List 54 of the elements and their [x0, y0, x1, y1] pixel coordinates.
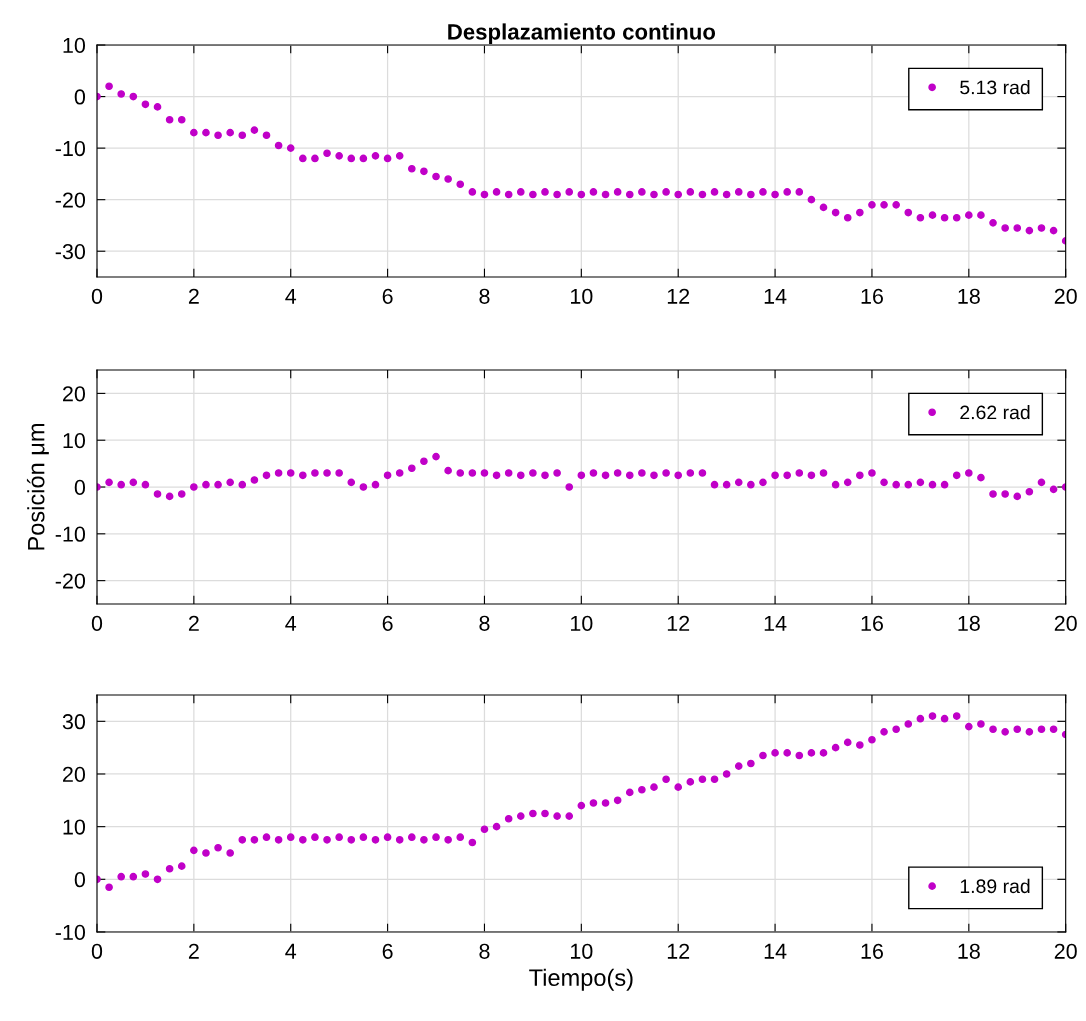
- x-tick-label: 20: [1054, 943, 1077, 959]
- x-tick-label: 0: [91, 615, 103, 631]
- x-tick-label: 10: [571, 288, 593, 304]
- y-tick-label: -10: [55, 140, 86, 157]
- x-tick-label: 20: [1054, 615, 1077, 631]
- y-tick-label: 10: [63, 819, 86, 835]
- x-tick-label: 8: [479, 615, 490, 631]
- y-tick-label: -10: [55, 924, 86, 940]
- y-tick-label: 10: [63, 432, 86, 449]
- x-tick-label: 8: [479, 943, 490, 959]
- y-tick-label: 0: [74, 89, 86, 105]
- x-tick-label: 6: [382, 288, 393, 304]
- y-tick-label: 20: [63, 766, 86, 782]
- y-tick-label: 10: [63, 37, 86, 54]
- x-tick-label: 18: [958, 288, 980, 304]
- y-axis-title: Posición μm: [26, 424, 49, 550]
- x-tick-label: 12: [667, 943, 690, 959]
- chart-title: Desplazamiento continuo: [448, 23, 716, 45]
- x-tick-label: 16: [861, 615, 883, 631]
- legend-label: 2.62 rad: [960, 405, 1030, 420]
- y-tick-label: -10: [55, 526, 86, 542]
- y-tick-label: -20: [55, 573, 86, 589]
- y-tick-label: 0: [74, 872, 86, 888]
- x-tick-label: 20: [1054, 288, 1077, 304]
- x-tick-label: 4: [285, 615, 297, 631]
- y-tick-label: 30: [62, 714, 86, 730]
- x-tick-label: 18: [958, 615, 980, 631]
- x-tick-label: 2: [188, 615, 199, 631]
- x-tick-label: 14: [764, 943, 787, 959]
- x-tick-label: 12: [667, 288, 690, 304]
- x-tick-label: 6: [382, 943, 393, 959]
- x-axis-title: Tiempo(s): [529, 968, 633, 991]
- x-tick-label: 2: [188, 288, 199, 304]
- x-tick-label: 8: [479, 288, 490, 304]
- y-tick-label: 20: [63, 386, 86, 402]
- x-tick-label: 0: [91, 943, 103, 959]
- x-tick-label: 4: [285, 943, 297, 959]
- x-tick-label: 14: [764, 615, 787, 631]
- x-tick-label: 14: [764, 288, 787, 304]
- y-tick-label: -30: [55, 243, 86, 260]
- x-tick-label: 16: [861, 943, 883, 959]
- y-tick-label: -20: [55, 192, 86, 208]
- x-tick-label: 4: [285, 288, 297, 304]
- x-tick-label: 12: [667, 615, 690, 631]
- x-tick-label: 6: [382, 615, 393, 631]
- x-tick-label: 2: [188, 943, 199, 959]
- x-tick-label: 0: [91, 288, 103, 304]
- x-tick-label: 10: [571, 615, 593, 631]
- legend-label: 5.13 rad: [960, 80, 1030, 95]
- x-tick-label: 18: [958, 943, 980, 959]
- y-tick-label: 0: [74, 479, 86, 496]
- x-tick-label: 16: [861, 288, 883, 304]
- legend-label: 1.89 rad: [960, 878, 1030, 894]
- x-tick-label: 10: [571, 943, 593, 959]
